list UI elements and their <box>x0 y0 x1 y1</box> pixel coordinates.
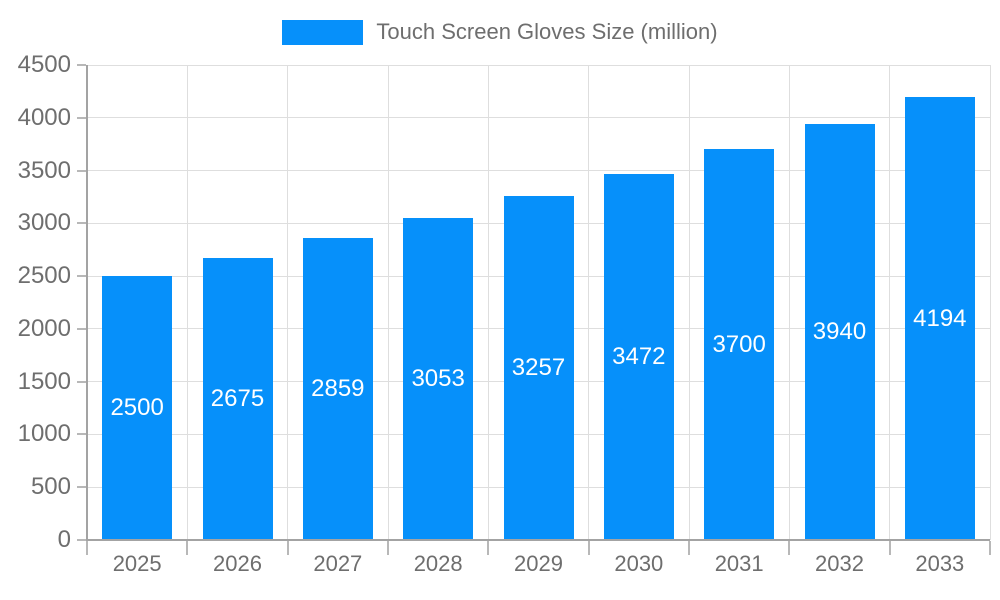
y-axis-tick <box>77 486 86 489</box>
bar-2028[interactable]: 3053 <box>403 217 474 540</box>
gridline-horizontal <box>87 170 990 172</box>
gridline-vertical <box>788 65 790 540</box>
bar-2025[interactable]: 2500 <box>102 276 173 540</box>
x-axis-label-2028: 2028 <box>413 551 463 576</box>
y-axis-label: 0 <box>57 526 71 553</box>
legend-item[interactable]: Touch Screen Gloves Size (million) <box>0 17 1000 47</box>
y-axis-tick <box>77 539 86 541</box>
y-axis-label: 1000 <box>17 420 71 448</box>
bar-2031[interactable]: 3700 <box>704 149 775 540</box>
x-axis-label-2026: 2026 <box>213 551 262 576</box>
y-axis-tick <box>77 169 86 172</box>
x-axis-tick <box>587 541 590 555</box>
bar-2032[interactable]: 3940 <box>804 124 875 540</box>
y-axis-label: 4000 <box>17 103 71 131</box>
gridline-vertical <box>186 65 188 540</box>
y-axis-tick <box>77 327 86 330</box>
y-axis-tick <box>77 64 86 66</box>
y-axis-tick <box>77 275 86 278</box>
y-axis-tick <box>77 222 86 225</box>
bar-2027[interactable]: 2859 <box>302 238 373 540</box>
bar-value-label: 3472 <box>612 342 666 370</box>
plot-area: 0 500 1000 1500 2000 2500 3000 3500 4000 4500 2500… <box>18 52 991 576</box>
legend-swatch-icon <box>282 19 364 45</box>
x-axis-label-2031: 2031 <box>714 551 764 576</box>
bar-value-label: 3940 <box>812 318 867 346</box>
x-axis-label-2025: 2025 <box>112 551 162 576</box>
bar-value-label: 4194 <box>913 304 967 332</box>
gridline-vertical <box>387 65 389 540</box>
bar-value-label: 2675 <box>210 384 265 412</box>
x-axis-tick <box>186 541 189 555</box>
x-axis-tick <box>688 541 690 555</box>
gridline-vertical <box>889 65 891 540</box>
x-axis-tick <box>788 541 791 555</box>
gridline-vertical <box>287 65 289 540</box>
y-axis-label: 2000 <box>17 314 71 342</box>
bar-value-label: 2859 <box>311 375 365 403</box>
y-axis-label: 4500 <box>17 51 71 78</box>
bar-value-label: 3053 <box>411 364 465 392</box>
bar-2029[interactable]: 3257 <box>503 196 574 540</box>
x-axis-tick <box>286 541 289 555</box>
gridline-vertical <box>688 65 690 540</box>
gridline-vertical <box>989 65 991 540</box>
x-axis-label-2033: 2033 <box>915 551 965 576</box>
x-axis-label-2030: 2030 <box>614 551 664 576</box>
y-axis-label: 500 <box>30 473 71 501</box>
x-axis-label-2029: 2029 <box>514 551 563 576</box>
y-axis-tick <box>77 116 86 119</box>
x-axis-tick <box>989 541 991 555</box>
x-axis-tick <box>487 541 490 555</box>
gridline-vertical <box>487 65 489 540</box>
x-axis-label-2032: 2032 <box>815 551 864 576</box>
y-axis-label: 3500 <box>17 156 71 184</box>
y-axis-label: 2500 <box>17 262 71 290</box>
bar-2026[interactable]: 2675 <box>202 257 273 540</box>
bar-2030[interactable]: 3472 <box>603 173 674 540</box>
bar-2033[interactable]: 4194 <box>904 97 975 540</box>
y-axis-line <box>86 65 88 540</box>
x-axis-line <box>86 539 990 541</box>
y-axis-label: 3000 <box>17 209 71 237</box>
bar-value-label: 3700 <box>712 330 766 358</box>
x-axis-label-2027: 2027 <box>313 551 363 576</box>
y-axis-label: 1500 <box>17 367 71 395</box>
bar-value-label: 3257 <box>511 354 566 382</box>
x-axis-tick <box>888 541 891 555</box>
bar-value-label: 2500 <box>110 394 164 422</box>
gridline-vertical <box>588 65 590 540</box>
legend-label: Touch Screen Gloves Size (million) <box>376 19 718 44</box>
y-axis-tick <box>77 433 86 436</box>
y-axis-tick <box>77 380 86 383</box>
x-axis-tick <box>387 541 389 555</box>
gridline-horizontal <box>87 64 990 66</box>
x-axis-tick <box>86 541 88 555</box>
gridline-horizontal <box>87 117 990 119</box>
